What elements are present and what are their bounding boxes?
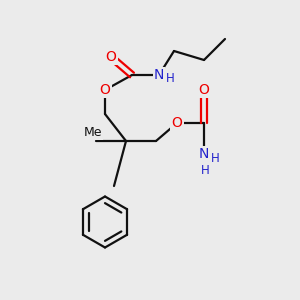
Text: O: O — [172, 116, 182, 130]
Text: O: O — [100, 83, 110, 97]
Text: H: H — [166, 72, 175, 85]
Text: H: H — [201, 164, 210, 177]
Text: O: O — [106, 50, 116, 64]
Text: O: O — [199, 83, 209, 97]
Text: N: N — [199, 148, 209, 161]
Text: Me: Me — [84, 126, 102, 139]
Text: N: N — [154, 68, 164, 82]
Text: H: H — [211, 152, 220, 165]
